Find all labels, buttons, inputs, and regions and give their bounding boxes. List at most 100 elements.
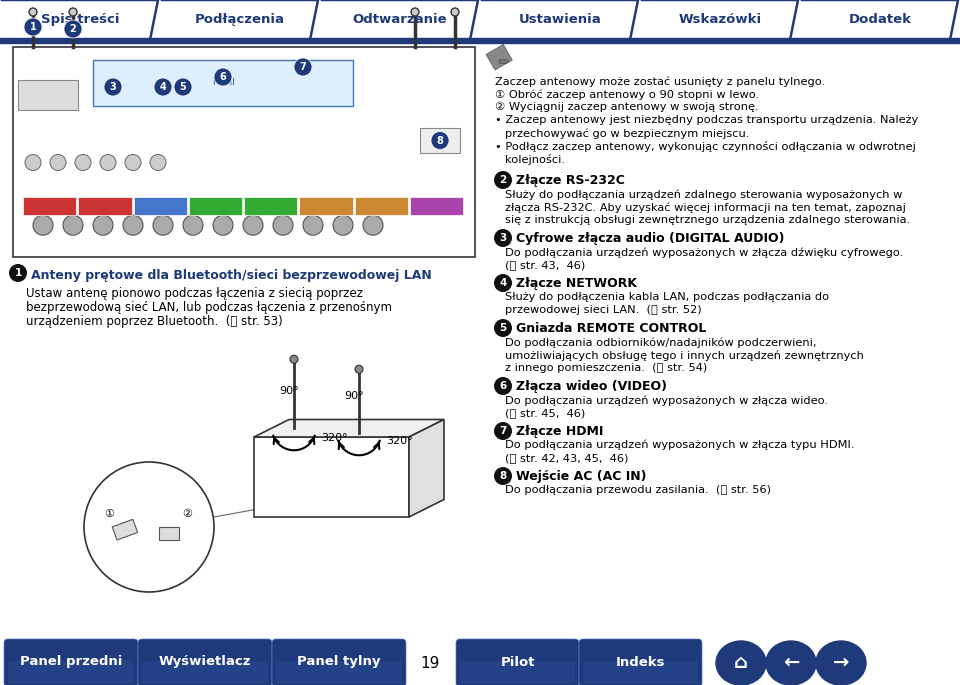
Ellipse shape	[816, 641, 866, 685]
Bar	[486, 45, 513, 70]
Circle shape	[69, 8, 77, 16]
Bar	[244, 197, 298, 215]
Circle shape	[494, 319, 512, 337]
Text: 5: 5	[499, 323, 507, 333]
Bar	[300, 197, 352, 215]
Text: (⭲ str. 42, 43, 45,  46): (⭲ str. 42, 43, 45, 46)	[505, 453, 629, 463]
Text: Wyświetlacz: Wyświetlacz	[158, 656, 252, 669]
Circle shape	[174, 78, 192, 96]
Circle shape	[153, 215, 173, 235]
Text: Pilot: Pilot	[500, 656, 535, 669]
Text: 4: 4	[499, 278, 507, 288]
Text: Dodatek: Dodatek	[849, 12, 911, 25]
Text: 2: 2	[70, 24, 77, 34]
Polygon shape	[322, 0, 478, 40]
Circle shape	[104, 78, 122, 96]
Bar	[79, 197, 132, 215]
Polygon shape	[482, 0, 638, 40]
Text: 4: 4	[159, 82, 166, 92]
Text: • Podłącz zaczep antenowy, wykonując czynności odłączania w odwrotnej: • Podłącz zaczep antenowy, wykonując czy…	[495, 141, 916, 152]
Circle shape	[154, 78, 172, 96]
Text: 3: 3	[109, 82, 116, 92]
Circle shape	[494, 377, 512, 395]
Text: Do podłączania urządzeń wyposażonych w złącza wideo.: Do podłączania urządzeń wyposażonych w z…	[505, 395, 828, 406]
Circle shape	[75, 155, 91, 171]
Ellipse shape	[766, 641, 816, 685]
FancyBboxPatch shape	[579, 639, 702, 685]
Circle shape	[29, 8, 37, 16]
Text: ②: ②	[182, 509, 192, 519]
Text: ←: ←	[782, 653, 799, 671]
Text: kolejności.: kolejności.	[505, 154, 565, 165]
Text: 1: 1	[30, 22, 36, 32]
Text: się z instrukcją obsługi zewnętrznego urządzenia zdalnego sterowania.: się z instrukcją obsługi zewnętrznego ur…	[505, 215, 910, 225]
Polygon shape	[162, 0, 318, 40]
Polygon shape	[642, 0, 798, 40]
Text: 320°: 320°	[321, 433, 348, 443]
Text: Złącza wideo (VIDEO): Złącza wideo (VIDEO)	[516, 380, 667, 393]
Text: Do podłączania urządzeń wyposażonych w złącza typu HDMI.: Do podłączania urządzeń wyposażonych w z…	[505, 440, 854, 451]
Circle shape	[150, 155, 166, 171]
Circle shape	[243, 215, 263, 235]
Text: ⌂: ⌂	[734, 653, 748, 671]
Bar	[93, 60, 353, 105]
FancyBboxPatch shape	[460, 661, 575, 684]
Text: →: →	[833, 653, 850, 671]
Text: Służy do podłączenia kabla LAN, podczas podłączania do: Służy do podłączenia kabla LAN, podczas …	[505, 292, 829, 302]
Circle shape	[24, 18, 42, 36]
Text: 6: 6	[220, 72, 227, 82]
Circle shape	[125, 155, 141, 171]
Circle shape	[451, 8, 459, 16]
Polygon shape	[802, 0, 958, 40]
Circle shape	[64, 20, 82, 38]
Text: 6: 6	[499, 381, 507, 391]
Circle shape	[50, 155, 66, 171]
Bar	[410, 197, 463, 215]
Text: 320°: 320°	[386, 436, 413, 446]
Text: Wskazówki: Wskazówki	[679, 12, 761, 25]
Bar	[420, 127, 460, 153]
Text: Cyfrowe złącza audio (DIGITAL AUDIO): Cyfrowe złącza audio (DIGITAL AUDIO)	[516, 232, 784, 245]
Bar	[0, 38, 960, 43]
Text: 8: 8	[437, 136, 444, 145]
Bar	[23, 197, 76, 215]
FancyBboxPatch shape	[8, 661, 134, 684]
Circle shape	[214, 68, 232, 86]
Text: Zaczep antenowy może zostać usunięty z panelu tylnego.: Zaczep antenowy może zostać usunięty z p…	[495, 76, 826, 86]
Circle shape	[333, 215, 353, 235]
Text: Do podłączania urządzeń wyposażonych w złącza dźwięku cyfrowego.: Do podłączania urządzeń wyposażonych w z…	[505, 247, 903, 258]
Text: 8: 8	[499, 471, 507, 481]
Bar	[13, 47, 475, 257]
Circle shape	[84, 462, 214, 592]
Polygon shape	[254, 437, 409, 517]
Text: Złącze NETWORK: Złącze NETWORK	[516, 277, 637, 290]
Circle shape	[290, 356, 298, 363]
Circle shape	[183, 215, 203, 235]
Text: Anteny prętowe dla Bluetooth/sieci bezprzewodowej LAN: Anteny prętowe dla Bluetooth/sieci bezpr…	[31, 269, 432, 282]
Text: ①: ①	[104, 509, 114, 519]
Text: 2: 2	[499, 175, 507, 185]
Polygon shape	[254, 419, 444, 437]
Ellipse shape	[716, 641, 766, 685]
Text: 1: 1	[14, 268, 22, 278]
FancyBboxPatch shape	[272, 639, 406, 685]
Text: Służy do podłączania urządzeń zdalnego sterowania wyposażonych w: Służy do podłączania urządzeń zdalnego s…	[505, 189, 902, 199]
Text: umożliwiających obsługę tego i innych urządzeń zewnętrznych: umożliwiających obsługę tego i innych ur…	[505, 350, 864, 360]
Text: Spis treści: Spis treści	[40, 12, 119, 25]
Text: przewodowej sieci LAN.  (⭲ str. 52): przewodowej sieci LAN. (⭲ str. 52)	[505, 305, 702, 315]
Text: 3: 3	[499, 233, 507, 243]
Text: Podłączenia: Podłączenia	[195, 12, 285, 25]
Bar	[354, 197, 408, 215]
Circle shape	[9, 264, 27, 282]
Text: Panel przedni: Panel przedni	[20, 656, 122, 669]
Bar	[18, 80, 78, 110]
Circle shape	[431, 132, 449, 149]
Text: Do podłączania przewodu zasilania.  (⭲ str. 56): Do podłączania przewodu zasilania. (⭲ st…	[505, 485, 771, 495]
Circle shape	[33, 215, 53, 235]
Text: złącza RS-232C. Aby uzyskać więcej informacji na ten temat, zapoznaj: złącza RS-232C. Aby uzyskać więcej infor…	[505, 202, 906, 212]
Text: Ustaw antenę pionowo podczas łączenia z siecią poprzez: Ustaw antenę pionowo podczas łączenia z …	[26, 287, 363, 300]
Text: AC IN: AC IN	[431, 138, 449, 143]
Circle shape	[494, 467, 512, 485]
Circle shape	[294, 58, 312, 76]
Text: HDMI: HDMI	[212, 78, 234, 87]
